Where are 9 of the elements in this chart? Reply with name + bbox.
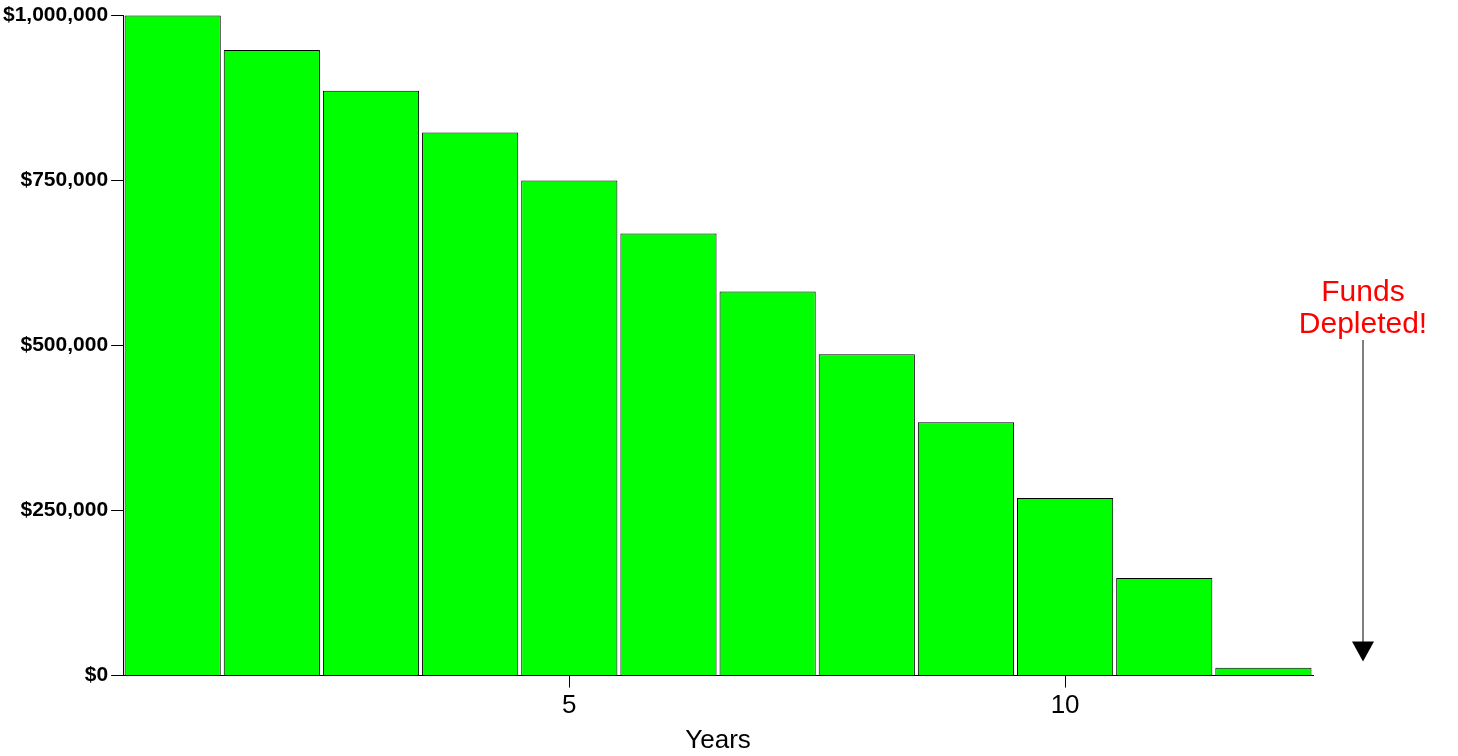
x-tick-label: 10 — [1050, 689, 1080, 720]
y-tick-label: $250,000 — [20, 497, 109, 521]
y-tick-label: $750,000 — [20, 167, 109, 191]
annotation: Funds Depleted! — [1297, 274, 1429, 339]
y-tick-label: $1,000,000 — [2, 2, 109, 26]
x-tick-label: 5 — [562, 689, 577, 720]
x-axis-title: Years — [685, 723, 751, 754]
y-tick-label: $500,000 — [20, 332, 109, 356]
y-tick-label: $0 — [84, 662, 109, 686]
